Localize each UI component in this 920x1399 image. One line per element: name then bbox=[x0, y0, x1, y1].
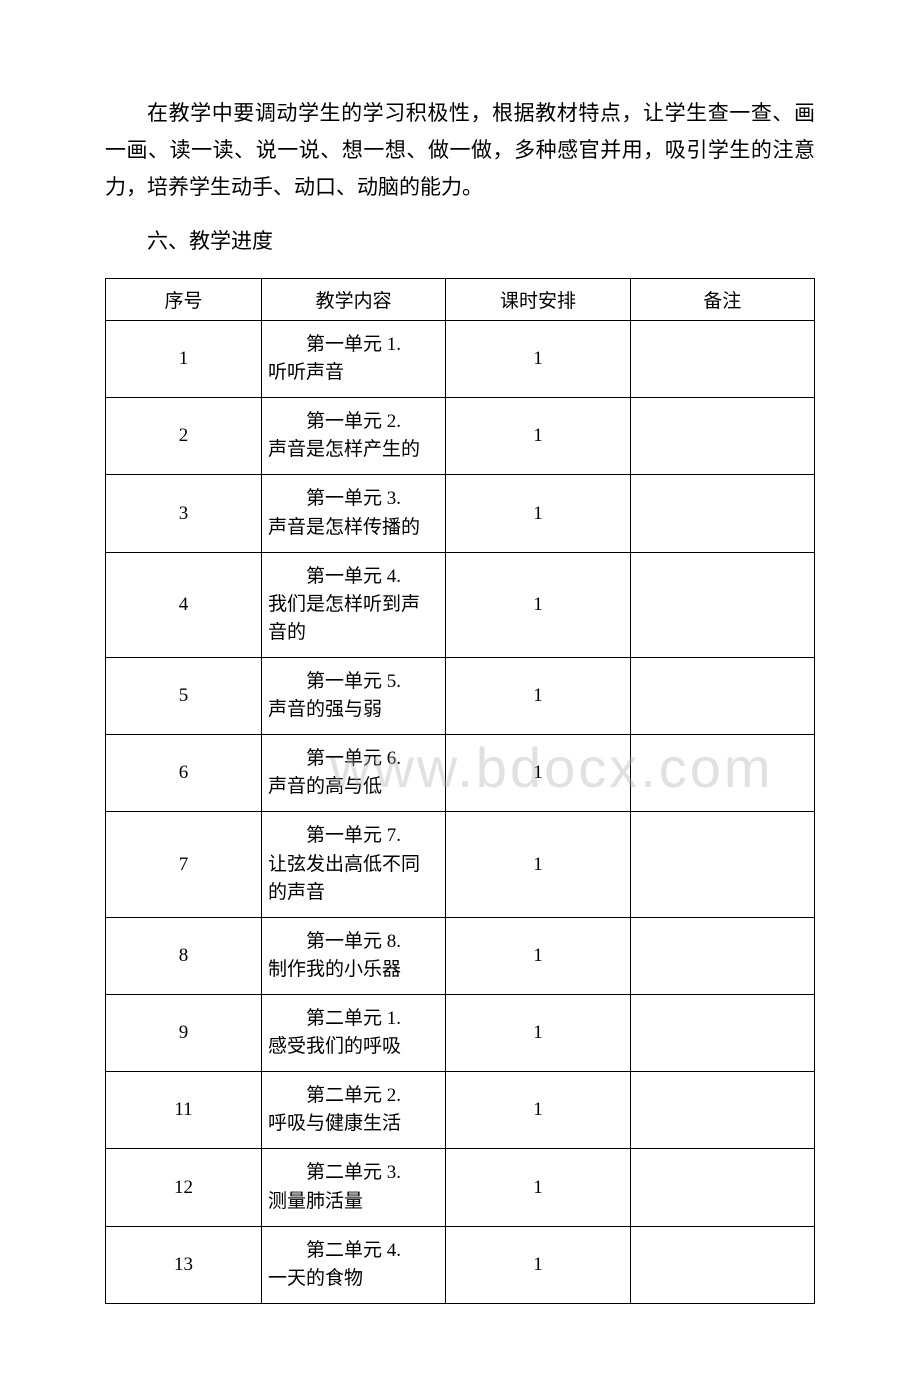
cell-hours: 1 bbox=[446, 994, 630, 1071]
section-heading: 六、教学进度 bbox=[105, 223, 815, 260]
cell-notes bbox=[630, 321, 814, 398]
table-header-row: 序号 教学内容 课时安排 备注 bbox=[106, 279, 815, 321]
cell-hours: 1 bbox=[446, 917, 630, 994]
table-row: 4第一单元 4.我们是怎样听到声音的1 bbox=[106, 552, 815, 657]
table-row: 5第一单元 5.声音的强与弱1 bbox=[106, 657, 815, 734]
cell-notes bbox=[630, 552, 814, 657]
cell-content: 第一单元 2.声音是怎样产生的 bbox=[261, 398, 445, 475]
table-row: 2第一单元 2.声音是怎样产生的1 bbox=[106, 398, 815, 475]
cell-seq: 4 bbox=[106, 552, 262, 657]
header-hours: 课时安排 bbox=[446, 279, 630, 321]
cell-content: 第二单元 2.呼吸与健康生活 bbox=[261, 1072, 445, 1149]
cell-content: 第二单元 3.测量肺活量 bbox=[261, 1149, 445, 1226]
cell-seq: 8 bbox=[106, 917, 262, 994]
cell-content: 第一单元 7.让弦发出高低不同的声音 bbox=[261, 812, 445, 917]
intro-paragraph: 在教学中要调动学生的学习积极性，根据教材特点，让学生查一查、画一画、读一读、说一… bbox=[105, 95, 815, 205]
cell-content: 第一单元 1.听听声音 bbox=[261, 321, 445, 398]
cell-hours: 1 bbox=[446, 475, 630, 552]
table-row: 8第一单元 8.制作我的小乐器1 bbox=[106, 917, 815, 994]
header-content: 教学内容 bbox=[261, 279, 445, 321]
cell-hours: 1 bbox=[446, 398, 630, 475]
cell-content: 第一单元 8.制作我的小乐器 bbox=[261, 917, 445, 994]
cell-notes bbox=[630, 735, 814, 812]
header-notes: 备注 bbox=[630, 279, 814, 321]
cell-content: 第一单元 3.声音是怎样传播的 bbox=[261, 475, 445, 552]
cell-seq: 5 bbox=[106, 657, 262, 734]
table-row: 9第二单元 1.感受我们的呼吸1 bbox=[106, 994, 815, 1071]
cell-notes bbox=[630, 475, 814, 552]
cell-seq: 9 bbox=[106, 994, 262, 1071]
cell-notes bbox=[630, 1149, 814, 1226]
cell-hours: 1 bbox=[446, 321, 630, 398]
cell-seq: 2 bbox=[106, 398, 262, 475]
cell-content: 第一单元 6.声音的高与低 bbox=[261, 735, 445, 812]
cell-notes bbox=[630, 657, 814, 734]
table-row: 13第二单元 4.一天的食物1 bbox=[106, 1226, 815, 1303]
schedule-table: 序号 教学内容 课时安排 备注 1第一单元 1.听听声音12第一单元 2.声音是… bbox=[105, 278, 815, 1304]
table-row: 11第二单元 2.呼吸与健康生活1 bbox=[106, 1072, 815, 1149]
table-row: 1第一单元 1.听听声音1 bbox=[106, 321, 815, 398]
cell-seq: 6 bbox=[106, 735, 262, 812]
cell-hours: 1 bbox=[446, 552, 630, 657]
table-row: 3第一单元 3.声音是怎样传播的1 bbox=[106, 475, 815, 552]
table-row: 7第一单元 7.让弦发出高低不同的声音1 bbox=[106, 812, 815, 917]
cell-seq: 13 bbox=[106, 1226, 262, 1303]
cell-hours: 1 bbox=[446, 1072, 630, 1149]
table-row: 6第一单元 6.声音的高与低1 bbox=[106, 735, 815, 812]
cell-content: 第一单元 4.我们是怎样听到声音的 bbox=[261, 552, 445, 657]
header-seq: 序号 bbox=[106, 279, 262, 321]
cell-seq: 12 bbox=[106, 1149, 262, 1226]
cell-seq: 3 bbox=[106, 475, 262, 552]
cell-notes bbox=[630, 812, 814, 917]
cell-hours: 1 bbox=[446, 735, 630, 812]
cell-notes bbox=[630, 398, 814, 475]
table-row: 12第二单元 3.测量肺活量1 bbox=[106, 1149, 815, 1226]
cell-seq: 7 bbox=[106, 812, 262, 917]
cell-hours: 1 bbox=[446, 812, 630, 917]
cell-notes bbox=[630, 1226, 814, 1303]
cell-hours: 1 bbox=[446, 657, 630, 734]
table-body: 1第一单元 1.听听声音12第一单元 2.声音是怎样产生的13第一单元 3.声音… bbox=[106, 321, 815, 1304]
cell-content: 第二单元 1.感受我们的呼吸 bbox=[261, 994, 445, 1071]
page-wrapper: 在教学中要调动学生的学习积极性，根据教材特点，让学生查一查、画一画、读一读、说一… bbox=[105, 95, 815, 1304]
cell-notes bbox=[630, 917, 814, 994]
cell-notes bbox=[630, 994, 814, 1071]
cell-hours: 1 bbox=[446, 1149, 630, 1226]
cell-notes bbox=[630, 1072, 814, 1149]
cell-seq: 1 bbox=[106, 321, 262, 398]
cell-content: 第一单元 5.声音的强与弱 bbox=[261, 657, 445, 734]
cell-hours: 1 bbox=[446, 1226, 630, 1303]
cell-content: 第二单元 4.一天的食物 bbox=[261, 1226, 445, 1303]
cell-seq: 11 bbox=[106, 1072, 262, 1149]
